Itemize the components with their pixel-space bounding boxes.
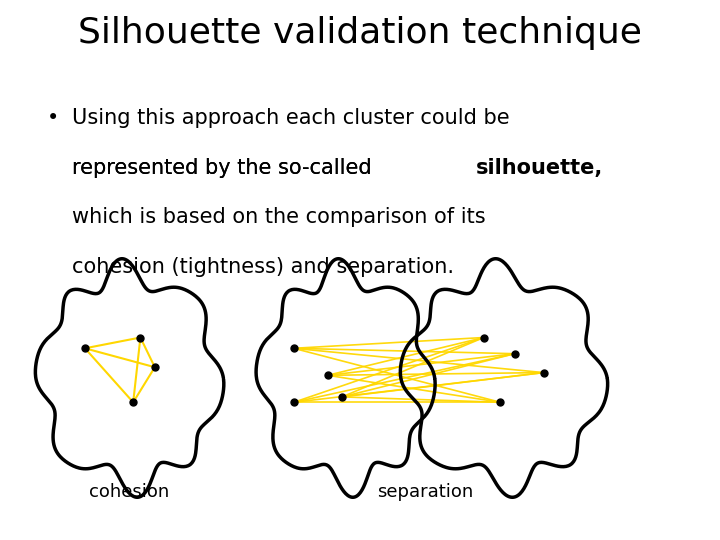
Text: which is based on the comparison of its: which is based on the comparison of its bbox=[72, 207, 485, 227]
Text: Using this approach each cluster could be: Using this approach each cluster could b… bbox=[72, 108, 510, 128]
Text: Silhouette validation technique: Silhouette validation technique bbox=[78, 16, 642, 50]
Text: represented by the so-called: represented by the so-called bbox=[72, 158, 385, 178]
Text: •: • bbox=[47, 108, 59, 128]
Text: silhouette,: silhouette, bbox=[476, 158, 603, 178]
Text: represented by the so-called: represented by the so-called bbox=[72, 158, 385, 178]
Text: separation: separation bbox=[377, 483, 473, 501]
Text: cohesion: cohesion bbox=[89, 483, 170, 501]
Text: cohesion (tightness) and separation.: cohesion (tightness) and separation. bbox=[72, 257, 454, 277]
